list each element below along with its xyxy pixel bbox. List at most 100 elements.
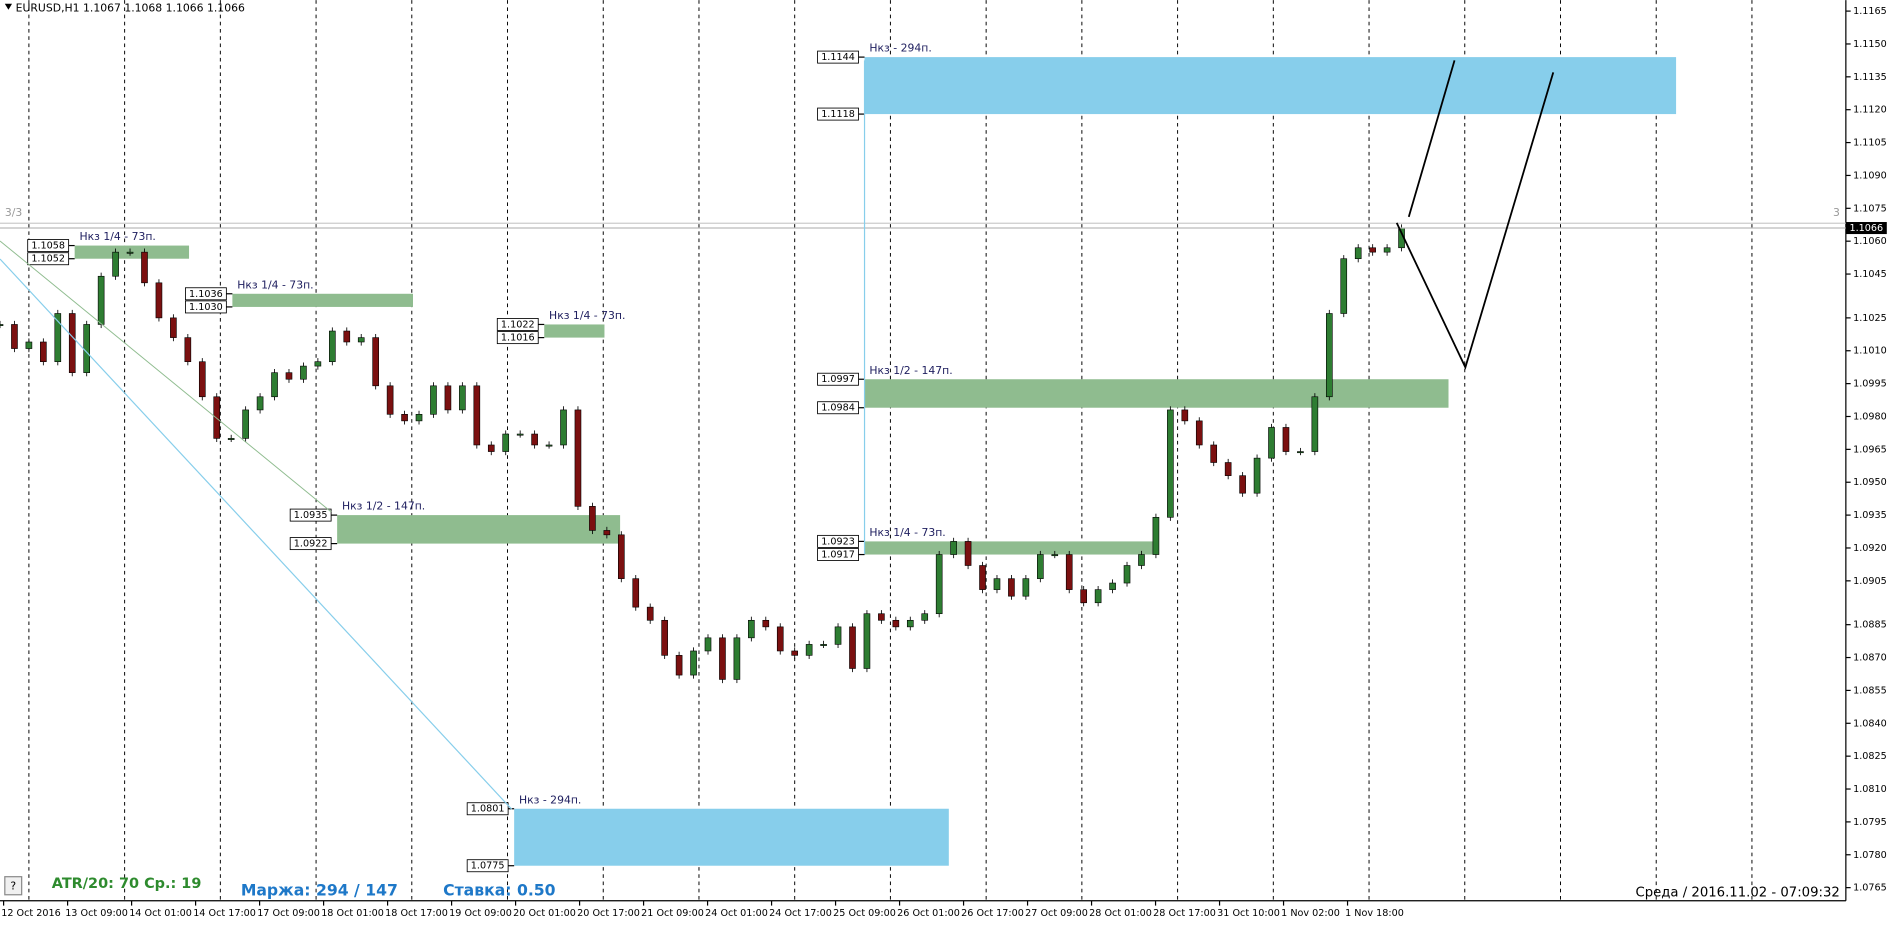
candle: [343, 330, 351, 343]
price-marker-label: 1.1066: [1849, 223, 1883, 234]
candle: [357, 337, 365, 343]
candle: [1181, 409, 1189, 422]
zone-label: Нкз - 294п.: [519, 793, 581, 806]
help-label[interactable]: ?: [10, 879, 16, 892]
y-tick-label: 1.0825: [1853, 751, 1887, 762]
candle: [1369, 247, 1376, 253]
projection-line: [1395, 72, 1555, 370]
candle: [141, 251, 148, 284]
candle: [126, 251, 134, 254]
candle: [704, 637, 712, 652]
x-tick-label: 1 Nov 18:00: [1345, 908, 1404, 919]
candle: [300, 365, 307, 380]
x-tick-label: 1 Nov 02:00: [1281, 908, 1340, 919]
y-tick-label: 1.1045: [1853, 269, 1887, 280]
window-label: 3: [1833, 206, 1840, 219]
symbol-header: EURUSD,H1 1.1067 1.1068 1.1066 1.1066: [16, 2, 245, 15]
margin-label: Маржа: 294 / 147: [241, 881, 398, 900]
x-tick-label: 20 Oct 17:00: [577, 908, 640, 919]
zone: [864, 379, 1449, 408]
y-tick-label: 1.1165: [1853, 6, 1887, 17]
x-tick-label: 13 Oct 09:00: [65, 908, 128, 919]
price-tag-label: 1.0935: [294, 510, 328, 521]
x-tick-label: 18 Oct 01:00: [321, 908, 384, 919]
y-tick-label: 1.1150: [1853, 39, 1887, 50]
candle: [1282, 427, 1290, 452]
price-tag-label: 1.1030: [189, 302, 223, 313]
zone-label: Нкз 1/4 - 73п.: [237, 278, 313, 291]
candle: [473, 385, 481, 446]
zone: [544, 324, 605, 338]
candle: [733, 637, 741, 680]
candle: [632, 578, 640, 608]
candle: [1109, 582, 1116, 590]
price-tag-label: 1.0922: [294, 539, 328, 550]
menu-arrow[interactable]: [4, 3, 13, 10]
price-marker: [1845, 222, 1887, 235]
y-tick-label: 1.0795: [1853, 817, 1887, 828]
y-tick-label: 1.0870: [1853, 653, 1887, 664]
candle: [1311, 396, 1319, 452]
candle: [1224, 462, 1232, 476]
candle: [719, 637, 726, 680]
candle: [285, 372, 293, 380]
trend-line: [0, 240, 332, 513]
price-tag-label: 1.1022: [501, 319, 535, 330]
help-button[interactable]: [4, 876, 23, 896]
candle: [170, 317, 177, 338]
candle: [1268, 427, 1275, 459]
candle: [112, 251, 119, 277]
price-tag-label: 1.0801: [471, 804, 505, 815]
atr-label: ATR/20: 70 Ср.: 19: [52, 876, 202, 892]
y-tick-label: 1.1075: [1853, 203, 1887, 214]
candle: [54, 313, 62, 363]
candle: [242, 409, 249, 439]
candle: [935, 554, 943, 615]
candle: [430, 385, 437, 415]
candle: [1340, 258, 1348, 314]
price-tag-label: 1.0984: [821, 403, 855, 414]
candle: [675, 655, 683, 676]
y-tick-label: 1.0765: [1853, 883, 1887, 894]
candle: [401, 414, 408, 422]
candle: [834, 626, 842, 645]
candle: [1354, 247, 1362, 260]
candle: [574, 409, 582, 507]
price-tag-label: 1.1118: [821, 109, 855, 120]
zone: [514, 808, 949, 866]
zone-label: Нкз 1/2 - 147п.: [869, 364, 952, 377]
price-tag-label: 1.1036: [189, 289, 223, 300]
candle: [1138, 554, 1145, 566]
candle: [155, 282, 163, 319]
candle: [68, 313, 76, 373]
candle: [329, 330, 336, 363]
projection-line: [1407, 60, 1456, 218]
price-tag-label: 1.1052: [31, 254, 65, 265]
x-tick-label: 26 Oct 01:00: [897, 908, 960, 919]
candle: [993, 578, 1001, 590]
candle: [617, 534, 625, 579]
y-tick-label: 1.0950: [1853, 477, 1887, 488]
price-tag-label: 1.0923: [821, 536, 855, 547]
trend-line: [0, 258, 513, 810]
zone: [232, 293, 413, 307]
candle: [415, 414, 423, 422]
zone: [337, 515, 621, 544]
candle: [227, 438, 235, 440]
y-tick-label: 1.1090: [1853, 170, 1887, 181]
x-tick-label: 28 Oct 01:00: [1089, 908, 1152, 919]
y-tick-label: 1.1105: [1853, 138, 1887, 149]
candle: [906, 619, 914, 628]
y-tick-label: 1.0885: [1853, 620, 1887, 631]
candle: [1065, 554, 1073, 590]
candle: [603, 530, 611, 536]
candle: [820, 644, 827, 646]
x-tick-label: 24 Oct 01:00: [705, 908, 768, 919]
candle: [863, 613, 871, 669]
candle: [1210, 444, 1218, 463]
price-tag-label: 1.1058: [31, 241, 65, 252]
candle: [1253, 457, 1261, 494]
price-tag-label: 1.0917: [821, 550, 855, 561]
zone-label: Нкз - 294п.: [869, 42, 931, 55]
candle: [1080, 589, 1087, 604]
